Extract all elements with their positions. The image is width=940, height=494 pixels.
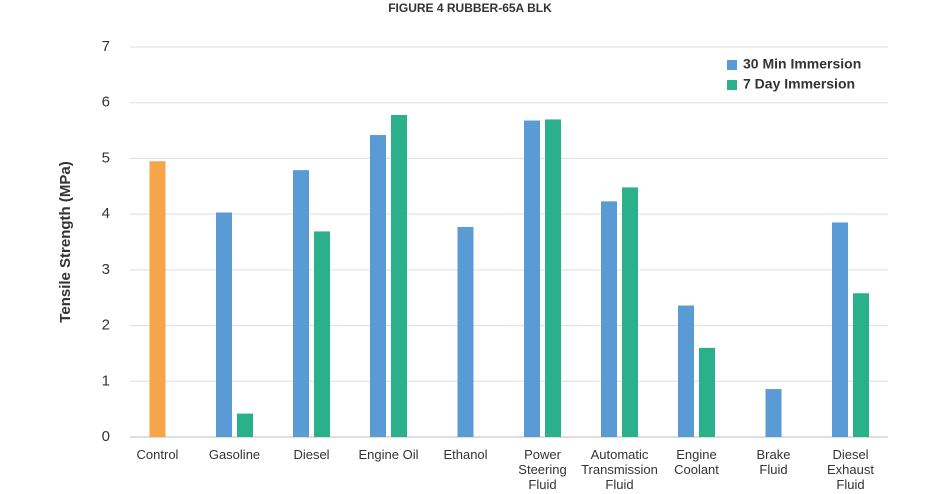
- chart-title: FIGURE 4 RUBBER-65A BLK: [388, 1, 552, 15]
- x-tick-label: Ethanol: [443, 447, 488, 462]
- bar: [601, 201, 617, 437]
- bar: [293, 170, 309, 437]
- bar: [149, 161, 166, 437]
- y-tick-label: 3: [102, 261, 110, 278]
- legend-swatch: [727, 80, 737, 90]
- bar: [237, 413, 253, 437]
- y-tick-label: 6: [102, 94, 110, 111]
- bar: [853, 293, 869, 437]
- legend-label: 30 Min Immersion: [743, 56, 861, 72]
- bar: [314, 231, 330, 437]
- legend-label: 7 Day Immersion: [743, 76, 855, 92]
- bar: [765, 389, 782, 437]
- x-tick-label: Control: [136, 447, 179, 462]
- x-tick-label: Engine Coolant: [674, 447, 719, 477]
- bar: [545, 119, 561, 437]
- bar: [370, 135, 386, 437]
- bar: [699, 347, 715, 437]
- y-tick-label: 5: [102, 149, 110, 166]
- y-tick-label: 4: [102, 205, 110, 222]
- x-tick-label: Diesel Exhaust Fluid: [827, 447, 874, 492]
- bar: [832, 222, 848, 437]
- x-tick-label: Automatic Transmission Fluid: [581, 447, 658, 492]
- y-axis-label: Tensile Strength (MPa): [57, 161, 74, 322]
- y-tick-label: 7: [102, 38, 110, 55]
- y-tick-label: 1: [102, 372, 110, 389]
- y-tick-label: 0: [102, 428, 110, 445]
- bar: [391, 114, 407, 437]
- x-tick-label: Engine Oil: [358, 447, 419, 462]
- bar: [216, 212, 232, 437]
- bar: [622, 187, 638, 437]
- x-tick-label: Gasoline: [208, 447, 261, 462]
- y-tick-label: 2: [102, 317, 110, 334]
- bar: [678, 305, 694, 437]
- x-tick-label: Diesel: [293, 447, 330, 462]
- legend-swatch: [727, 60, 737, 70]
- x-tick-label: Brake Fluid: [756, 447, 791, 477]
- bar: [524, 120, 540, 438]
- bar: [457, 226, 474, 437]
- x-tick-label: Power Steering Fluid: [518, 447, 567, 492]
